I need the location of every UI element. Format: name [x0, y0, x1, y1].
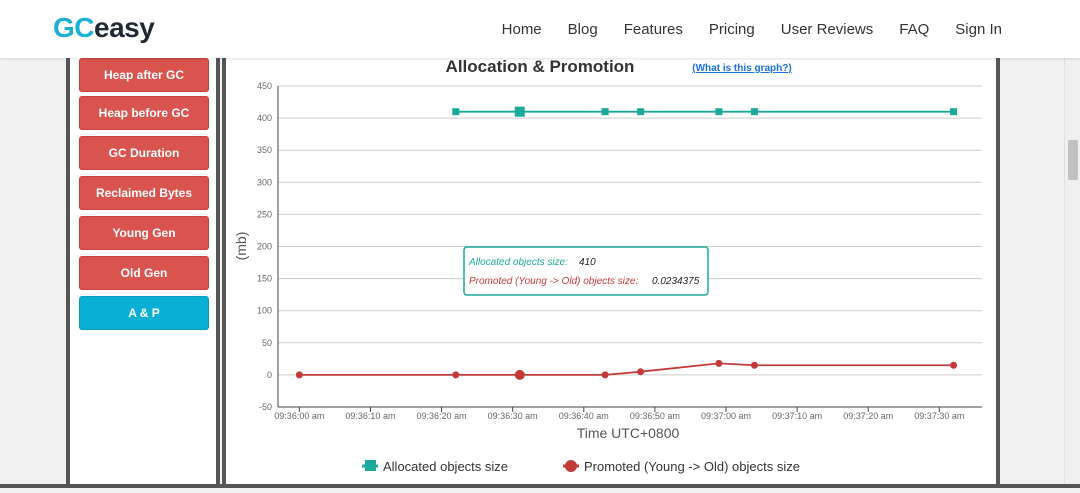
nav-features[interactable]: Features: [623, 21, 683, 38]
y-tick-label-2: 50: [262, 338, 272, 348]
allocated-point-5: [750, 108, 758, 116]
x-tick-label-7: 09:37:10 am: [772, 411, 822, 421]
allocation-promotion-chart: Allocation & Promotion (What is this gra…: [233, 57, 982, 474]
logo-gc: GC: [53, 12, 95, 43]
main-nav: Home Blog Features Pricing User Reviews …: [476, 21, 1002, 38]
y-tick-label-5: 200: [257, 242, 272, 252]
allocated-point-4: [715, 108, 723, 116]
promoted-point-4: [637, 368, 645, 376]
chart-title: Allocation & Promotion: [446, 58, 635, 76]
y-tick-label-7: 300: [257, 177, 272, 187]
x-tick-label-8: 09:37:20 am: [843, 411, 893, 421]
gceasy-logo[interactable]: GCeasy: [53, 12, 155, 44]
legend-promoted[interactable]: Promoted (Young -> Old) objects size: [563, 459, 800, 474]
what-is-this-graph-link[interactable]: (What is this graph?): [692, 63, 791, 74]
heap-after-gc-button[interactable]: Heap after GC: [79, 58, 209, 92]
allocated-point-6: [950, 108, 958, 116]
series-layer: [295, 106, 958, 380]
old-gen-button[interactable]: Old Gen: [79, 256, 209, 290]
y-axis-label: (mb): [233, 232, 249, 261]
legend-allocated[interactable]: Allocated objects size: [362, 459, 508, 474]
tooltip-promoted-label: Promoted (Young -> Old) objects size:: [469, 276, 638, 287]
x-tick-label-6: 09:37:00 am: [701, 411, 751, 421]
y-tick-label-10: 450: [257, 81, 272, 91]
chart-legend: Allocated objects size Promoted (Young -…: [362, 459, 800, 474]
nav-pricing[interactable]: Pricing: [708, 21, 755, 38]
page-scrollbar[interactable]: [1064, 58, 1080, 488]
x-tick-label-9: 09:37:30 am: [914, 411, 964, 421]
nav-home[interactable]: Home: [501, 21, 542, 38]
x-tick-label-2: 09:36:20 am: [417, 411, 467, 421]
legend-allocated-marker: [365, 460, 376, 471]
legend-allocated-label: Allocated objects size: [383, 459, 508, 474]
x-tick-label-1: 09:36:10 am: [345, 411, 395, 421]
x-axis-label: Time UTC+0800: [577, 425, 680, 441]
top-navbar: GCeasy Home Blog Features Pricing User R…: [0, 0, 1080, 58]
nav-blog[interactable]: Blog: [567, 21, 598, 38]
legend-promoted-marker: [565, 460, 577, 472]
promoted-point-6: [750, 361, 758, 369]
graph-selector-panel: Heap after GC Heap before GC GC Duration…: [66, 58, 220, 488]
allocated-point-2: [601, 108, 609, 116]
scrollbar-thumb[interactable]: [1068, 140, 1078, 180]
bottom-border: [0, 484, 1080, 488]
nav-user-reviews[interactable]: User Reviews: [780, 21, 874, 38]
promoted-point-5: [715, 359, 723, 367]
y-tick-label-9: 400: [257, 113, 272, 123]
heap-before-gc-button[interactable]: Heap before GC: [79, 96, 209, 130]
axes: -50 0 50 100 150 200 250 300 350 400 450 09:36:00 a…: [257, 81, 982, 421]
promoted-point-3: [601, 371, 609, 379]
tooltip-allocated-value: 410: [579, 257, 596, 268]
gc-duration-button[interactable]: GC Duration: [79, 136, 209, 170]
x-tick-label-4: 09:36:40 am: [559, 411, 609, 421]
y-tick-label-8: 350: [257, 145, 272, 155]
y-tick-label-0: -50: [259, 402, 272, 412]
chart-tooltip: Allocated objects size: 410 Promoted (Yo…: [463, 246, 709, 296]
y-tick-label-1: 0: [267, 370, 272, 380]
tooltip-allocated-label: Allocated objects size:: [468, 257, 568, 268]
young-gen-button[interactable]: Young Gen: [79, 216, 209, 250]
promoted-point-0: [295, 371, 303, 379]
x-tick-label-0: 09:36:00 am: [274, 411, 324, 421]
y-tick-label-6: 250: [257, 209, 272, 219]
allocated-point-0: [452, 108, 460, 116]
promoted-point-7: [950, 361, 958, 369]
reclaimed-bytes-button[interactable]: Reclaimed Bytes: [79, 176, 209, 210]
y-tick-label-4: 150: [257, 274, 272, 284]
grid-lines: [278, 85, 982, 408]
promoted-point-1: [452, 371, 460, 379]
nav-faq[interactable]: FAQ: [899, 21, 930, 38]
x-tick-label-3: 09:36:30 am: [488, 411, 538, 421]
promoted-point-2: [514, 369, 525, 380]
series-1-line: [299, 362, 954, 376]
x-tick-label-5: 09:36:50 am: [630, 411, 680, 421]
allocated-point-3: [637, 108, 645, 116]
chart-panel: Allocation & Promotion (What is this gra…: [222, 57, 1000, 488]
tooltip-box: [463, 246, 709, 296]
legend-promoted-label: Promoted (Young -> Old) objects size: [584, 459, 800, 474]
y-tick-label-3: 100: [257, 306, 272, 316]
nav-sign-in[interactable]: Sign In: [955, 21, 1002, 38]
allocated-point-1: [514, 106, 525, 117]
tooltip-promoted-value: 0.0234375: [652, 276, 700, 287]
allocation-promotion-button[interactable]: A & P: [79, 296, 209, 330]
logo-easy: easy: [94, 12, 155, 43]
